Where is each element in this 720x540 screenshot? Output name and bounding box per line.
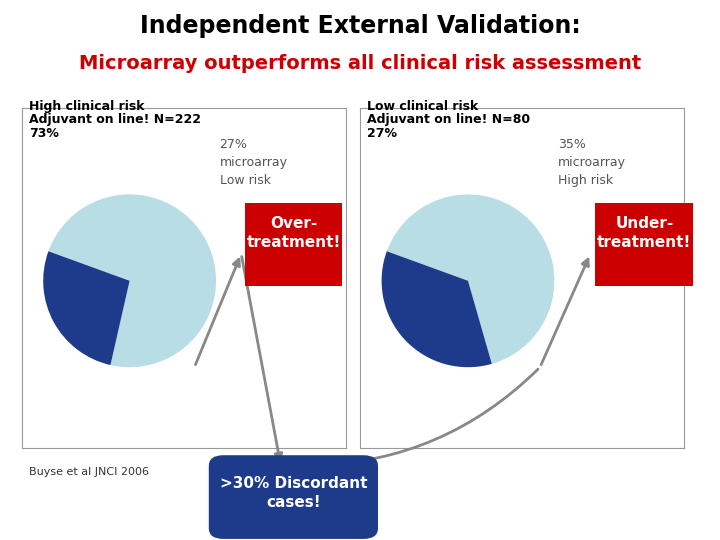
Text: 35%
microarray
High risk: 35% microarray High risk: [558, 138, 626, 187]
Text: 27%: 27%: [367, 127, 397, 140]
Text: 27%
microarray
Low risk: 27% microarray Low risk: [220, 138, 287, 187]
Text: High clinical risk: High clinical risk: [29, 100, 144, 113]
Text: Independent External Validation:: Independent External Validation:: [140, 14, 580, 37]
Text: >30% Discordant
cases!: >30% Discordant cases!: [220, 476, 367, 510]
Wedge shape: [48, 194, 216, 367]
Text: Under-
treatment!: Under- treatment!: [597, 216, 692, 249]
Text: Adjuvant on line! N=80: Adjuvant on line! N=80: [367, 113, 531, 126]
Text: Microarray outperforms all clinical risk assessment: Microarray outperforms all clinical risk…: [79, 54, 641, 73]
Text: 73%: 73%: [29, 127, 58, 140]
Text: Adjuvant on line! N=222: Adjuvant on line! N=222: [29, 113, 201, 126]
Text: Over-
treatment!: Over- treatment!: [246, 216, 341, 249]
Text: Low clinical risk: Low clinical risk: [367, 100, 479, 113]
Wedge shape: [387, 194, 554, 364]
Text: Buyse et al JNCI 2006: Buyse et al JNCI 2006: [29, 467, 149, 477]
Wedge shape: [43, 251, 130, 365]
Wedge shape: [382, 251, 492, 367]
